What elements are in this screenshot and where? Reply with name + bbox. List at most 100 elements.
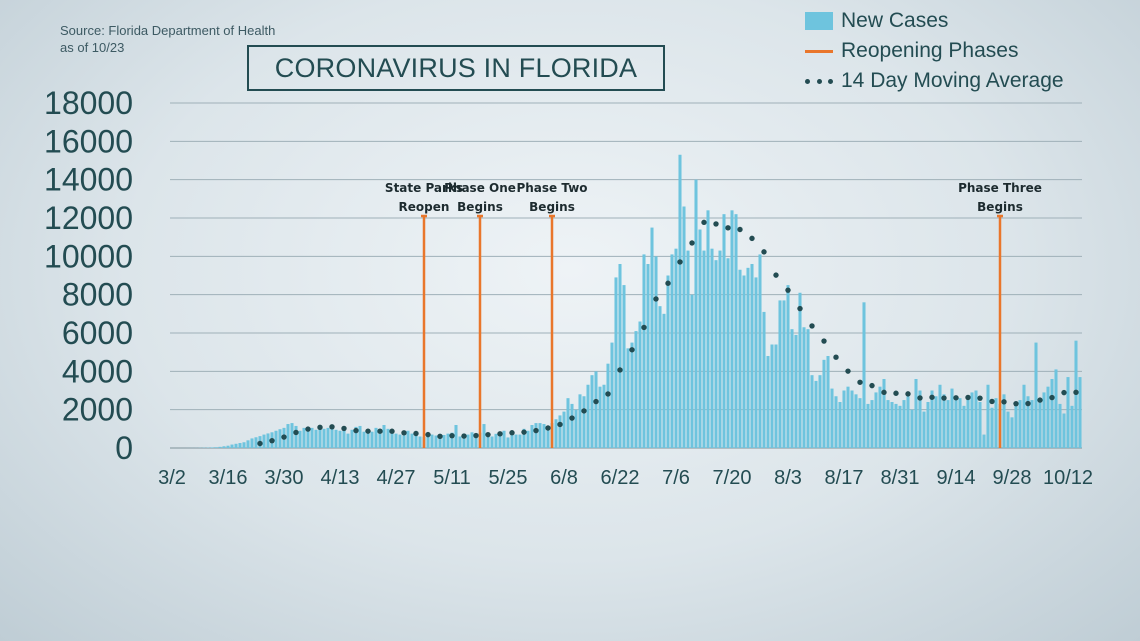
bar-new-cases (842, 390, 846, 448)
bar-new-cases (786, 285, 790, 448)
bar-new-cases (910, 409, 914, 448)
bar-new-cases (958, 398, 962, 448)
bar-new-cases (234, 443, 238, 448)
bar-new-cases (906, 396, 910, 448)
legend-item-new-cases: New Cases (805, 6, 1064, 36)
chart-title: CORONAVIRUS IN FLORIDA (247, 45, 665, 91)
bar-new-cases (926, 402, 930, 448)
bar-new-cases (878, 386, 882, 448)
bar-new-cases (990, 407, 994, 448)
bar-new-cases (822, 359, 826, 448)
moving-average-point (317, 424, 323, 431)
bar-new-cases (650, 227, 654, 448)
x-tick-label: 7/20 (713, 467, 752, 489)
source-line: Source: Florida Department of Health (60, 23, 276, 38)
bar-new-cases (522, 428, 526, 448)
x-tick-label: 8/3 (774, 467, 802, 489)
bar-new-cases (722, 214, 726, 448)
bar-new-cases (782, 300, 786, 448)
moving-average-point (833, 354, 839, 360)
moving-average-point (869, 382, 875, 389)
x-tick-label: 8/31 (881, 467, 920, 489)
bar-new-cases (354, 426, 358, 448)
bar-new-cases (310, 427, 314, 448)
as-of-date: as of 10/23 (60, 40, 125, 55)
bar-new-cases (890, 402, 894, 448)
moving-average-point (401, 430, 407, 436)
bar-new-cases (606, 363, 610, 448)
bar-new-cases (226, 445, 230, 448)
moving-average-point (929, 394, 935, 400)
moving-average-point (329, 424, 335, 430)
bar-new-cases (530, 425, 534, 448)
bar-new-cases (546, 427, 550, 448)
bar-new-cases (678, 154, 682, 448)
bar-new-cases (862, 302, 866, 448)
bar-new-cases (358, 425, 362, 448)
moving-average-point (893, 390, 899, 396)
bar-new-cases (594, 371, 598, 448)
moving-average-point (1001, 399, 1007, 405)
moving-average-point (953, 395, 959, 401)
bar-new-cases (642, 254, 646, 448)
moving-average-point (557, 421, 563, 428)
x-tick-label: 5/25 (489, 467, 528, 489)
bar-new-cases (610, 342, 614, 448)
bar-new-cases (914, 379, 918, 448)
bar-new-cases (978, 402, 982, 448)
bar-new-cases (386, 428, 390, 448)
bar-new-cases (886, 400, 890, 448)
bar-new-cases (370, 431, 374, 448)
bar-new-cases (874, 392, 878, 448)
bar-new-cases (1002, 394, 1006, 448)
moving-average-point (1073, 389, 1079, 395)
bar-new-cases (982, 434, 986, 448)
moving-average-point (449, 432, 455, 439)
x-tick-label: 5/11 (433, 467, 470, 489)
bar-new-cases (290, 423, 294, 448)
bar-new-cases (366, 430, 370, 448)
bar-new-cases (230, 444, 234, 448)
bar-new-cases (406, 430, 410, 448)
bar-new-cases (414, 434, 418, 448)
moving-average-point (641, 324, 647, 331)
moving-average-point (569, 415, 575, 421)
bar-new-cases (338, 430, 342, 448)
bar-new-cases (362, 431, 366, 448)
bar-new-cases (902, 400, 906, 448)
bar-new-cases (770, 344, 774, 448)
x-tick-label: 4/13 (321, 467, 360, 489)
bar-new-cases (214, 447, 218, 448)
moving-average-point (941, 395, 947, 401)
moving-average-point (785, 287, 791, 293)
bar-new-cases (1010, 417, 1014, 448)
bar-new-cases (554, 419, 558, 448)
bar-new-cases (730, 210, 734, 448)
bar-new-cases (586, 384, 590, 448)
bar-new-cases (286, 424, 290, 448)
bar-new-cases (826, 356, 830, 448)
bar-new-cases (950, 388, 954, 448)
bar-new-cases (326, 427, 330, 448)
y-tick-label: 14000 (44, 162, 133, 198)
bar-new-cases (238, 443, 242, 448)
moving-average-point (473, 432, 479, 439)
bar-new-cases (350, 429, 354, 448)
y-tick-label: 0 (115, 430, 133, 466)
bar-new-cases (670, 254, 674, 448)
moving-average-point (389, 428, 395, 434)
bar-new-cases (498, 434, 502, 448)
bar-new-cases (566, 398, 570, 448)
bar-new-cases (994, 398, 998, 448)
moving-average-point (581, 408, 587, 414)
bar-new-cases (1066, 377, 1070, 448)
phase-label: State Parks (385, 181, 463, 195)
legend-label: Reopening Phases (841, 39, 1019, 62)
moving-average-point (653, 296, 659, 302)
bar-new-cases (626, 348, 630, 448)
x-tick-label: 4/27 (377, 467, 416, 489)
legend-swatch-line (805, 49, 833, 53)
bar-new-cases (938, 384, 942, 448)
bar-new-cases (618, 264, 622, 448)
